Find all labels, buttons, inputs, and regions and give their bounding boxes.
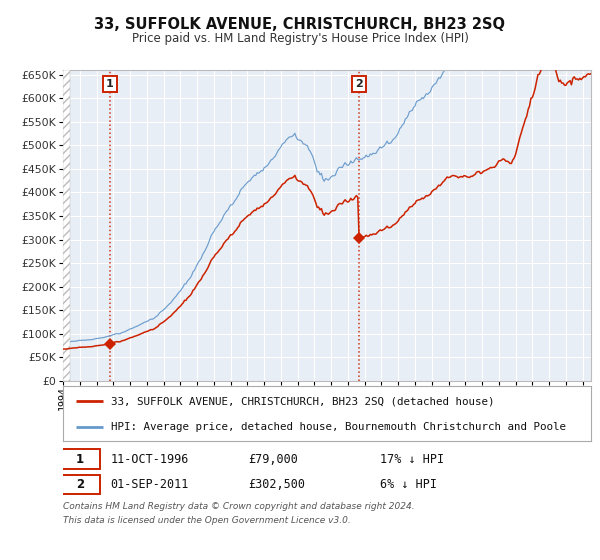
FancyBboxPatch shape [61,475,100,494]
Text: £302,500: £302,500 [248,478,305,491]
Text: 1: 1 [76,452,84,465]
Text: 2: 2 [76,478,84,491]
Text: 2: 2 [355,79,363,89]
Text: 01-SEP-2011: 01-SEP-2011 [110,478,189,491]
Text: 6% ↓ HPI: 6% ↓ HPI [380,478,437,491]
FancyBboxPatch shape [61,449,100,469]
Polygon shape [63,70,70,381]
Text: 33, SUFFOLK AVENUE, CHRISTCHURCH, BH23 2SQ (detached house): 33, SUFFOLK AVENUE, CHRISTCHURCH, BH23 2… [110,396,494,406]
Text: £79,000: £79,000 [248,452,298,465]
Text: 1: 1 [106,79,113,89]
Text: Price paid vs. HM Land Registry's House Price Index (HPI): Price paid vs. HM Land Registry's House … [131,32,469,45]
Text: 11-OCT-1996: 11-OCT-1996 [110,452,189,465]
Text: 33, SUFFOLK AVENUE, CHRISTCHURCH, BH23 2SQ: 33, SUFFOLK AVENUE, CHRISTCHURCH, BH23 2… [95,17,505,32]
Text: 17% ↓ HPI: 17% ↓ HPI [380,452,444,465]
Text: Contains HM Land Registry data © Crown copyright and database right 2024.: Contains HM Land Registry data © Crown c… [63,502,415,511]
Text: HPI: Average price, detached house, Bournemouth Christchurch and Poole: HPI: Average price, detached house, Bour… [110,422,566,432]
Text: This data is licensed under the Open Government Licence v3.0.: This data is licensed under the Open Gov… [63,516,351,525]
